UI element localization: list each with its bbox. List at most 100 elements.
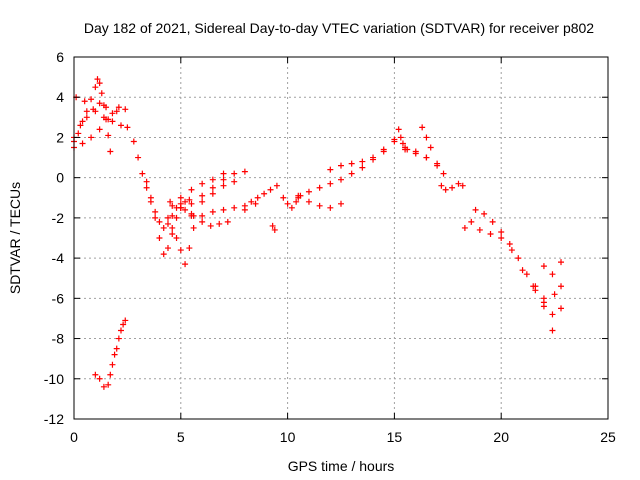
data-point-marker [440,170,447,177]
data-point-marker [269,222,276,229]
data-point-marker [113,345,120,352]
data-point-marker [120,321,127,328]
data-point-marker [558,283,565,290]
data-point-marker [209,208,216,215]
data-point-marker [100,114,107,121]
data-point-marker [327,166,334,173]
data-point-marker [199,198,206,205]
series-fall-late-b [472,206,556,334]
x-tick-label: 25 [600,429,616,445]
data-point-marker [549,311,556,318]
data-point-marker [96,126,103,133]
data-point-marker [419,124,426,131]
series-fall-arc [130,138,193,231]
data-point-marker [81,98,88,105]
data-point-marker [248,198,255,205]
y-axis-label: SDTVAR / TECUs [7,182,23,294]
data-point-marker [169,224,176,231]
data-point-marker [105,132,112,139]
data-point-marker [449,184,456,191]
data-point-marker [143,184,150,191]
data-point-marker [199,218,206,225]
data-point-marker [284,200,291,207]
data-point-marker [549,327,556,334]
series-scatter-9h [241,182,280,213]
data-point-marker [498,228,505,235]
data-point-marker [164,220,171,227]
data-point-marker [459,182,466,189]
data-point-marker [508,247,515,254]
data-point-marker [79,118,86,125]
data-point-marker [177,204,184,211]
data-point-marker [267,186,274,193]
data-point-marker [160,251,167,258]
y-tick-label: 4 [56,89,64,105]
data-point-marker [75,130,82,137]
data-point-marker [100,383,107,390]
data-point-marker [105,381,112,388]
data-point-marker [327,204,334,211]
data-point-marker [109,110,116,117]
data-point-marker [96,375,103,382]
y-tick-label: -12 [44,411,64,427]
data-point-marker [96,100,103,107]
series-early-arc-d [71,108,120,151]
data-point-marker [124,124,131,131]
data-point-marker [404,146,411,153]
data-point-marker [220,182,227,189]
data-point-marker [442,186,449,193]
y-tick-label: 6 [56,49,64,65]
data-point-marker [122,317,129,324]
data-point-marker [139,170,146,177]
data-point-marker [423,154,430,161]
data-point-marker [209,184,216,191]
data-point-marker [338,200,344,207]
data-point-marker [288,204,295,211]
series-low-11h [295,194,344,211]
data-point-marker [199,180,206,187]
y-tick-label: -4 [52,250,65,266]
data-point-marker [359,164,366,171]
x-axis-label: GPS time / hours [288,458,395,474]
series-late-tail [532,283,565,318]
data-point-marker [117,327,124,334]
series-late-hook [540,259,565,278]
data-point-marker [519,267,526,274]
data-point-marker [295,192,302,199]
series-mid-arc-g [188,178,238,219]
series-mid-arc-c [167,170,227,205]
x-tick-label: 0 [70,429,78,445]
data-point-marker [359,158,366,165]
data-point-marker [472,206,479,213]
data-point-marker [399,140,406,147]
data-point-marker [190,224,197,231]
data-point-marker [88,96,95,103]
series-mid-arc-b [164,214,197,268]
data-point-marker [88,134,95,141]
data-point-marker [169,212,176,219]
y-tick-label: -10 [44,371,64,387]
data-point-marker [231,204,238,211]
data-point-marker [370,154,377,161]
data-point-marker [122,106,129,113]
data-point-marker [111,351,118,358]
series-rise-arc [295,138,447,199]
data-point-marker [498,235,505,241]
data-point-marker [241,206,248,213]
series-mid-arc-a [143,178,184,258]
data-point-marker [427,144,434,151]
data-point-marker [156,218,163,225]
data-point-marker [231,170,238,177]
data-point-marker [532,283,539,290]
data-point-marker [83,108,90,115]
data-point-marker [216,220,223,227]
data-point-marker [412,148,419,155]
y-tick-label: 0 [56,170,64,186]
data-point-marker [397,134,404,141]
data-point-marker [316,184,323,191]
data-point-marker [515,255,522,262]
data-point-marker [207,222,214,229]
series-upper-arc [327,136,441,173]
data-point-marker [173,214,180,221]
